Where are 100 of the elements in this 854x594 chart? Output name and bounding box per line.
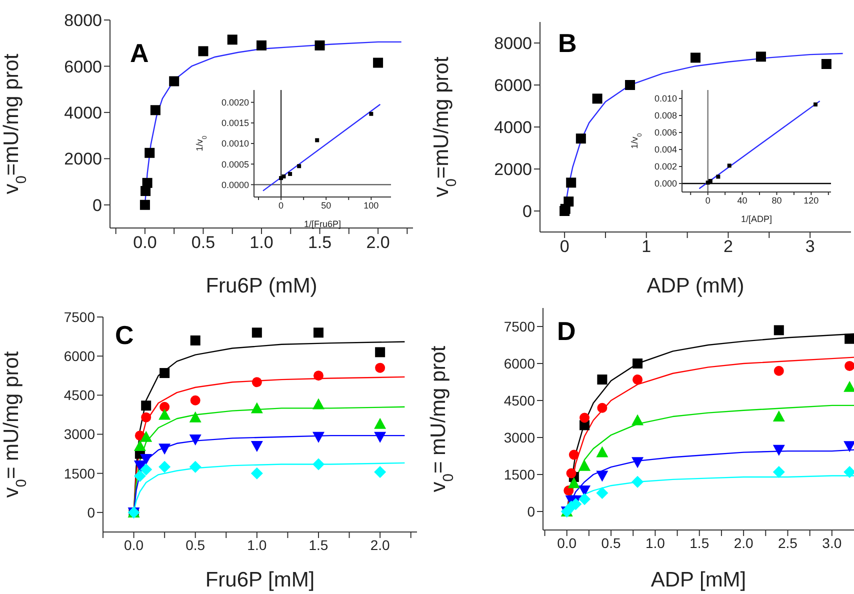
x-axis-title: 1/[ADP] [740, 214, 772, 224]
point [134, 460, 146, 472]
x-tick-label: 1.0 [645, 534, 666, 551]
x-tick-label: 1.5 [308, 536, 328, 553]
y-tick-label: 6000 [494, 76, 532, 96]
point [844, 360, 854, 371]
y-tick-label: 0.0010 [221, 138, 249, 149]
y-tick-label: 7500 [64, 308, 96, 325]
point [580, 412, 590, 423]
point [578, 460, 591, 471]
point [690, 52, 700, 63]
x-tick-label: 40 [737, 195, 748, 206]
x-axis-title: Fru6P [mM] [205, 568, 315, 592]
point [756, 52, 766, 62]
point [568, 450, 579, 460]
point [632, 358, 643, 368]
y-tick-label: 0.008 [654, 110, 677, 121]
point [373, 58, 384, 68]
point [297, 164, 302, 168]
x-tick-label: 1.5 [308, 233, 332, 252]
point [140, 463, 152, 476]
y-tick-label: 1500 [64, 465, 96, 482]
chart-title: C [115, 320, 134, 350]
point [774, 325, 784, 336]
point [597, 402, 608, 413]
point [140, 430, 152, 442]
point [375, 362, 386, 373]
y-tick-label: 4000 [494, 118, 532, 138]
y-tick-label: 8000 [64, 11, 102, 30]
y-tick-label: 0 [87, 504, 96, 520]
point [772, 466, 785, 478]
point [312, 398, 324, 410]
point [190, 335, 200, 346]
point [169, 76, 180, 86]
point [189, 411, 202, 422]
point [250, 441, 263, 452]
x-tick-label: 2.0 [734, 534, 754, 551]
point [578, 493, 591, 506]
y-tick-label: 0 [527, 503, 536, 520]
y-tick-label: 3000 [64, 426, 96, 442]
y-tick-label: 4500 [64, 387, 96, 404]
y-tick-label: 6000 [64, 57, 102, 76]
point [252, 328, 262, 338]
point [314, 40, 325, 50]
point [315, 138, 320, 142]
y-tick-label: 0.0015 [221, 118, 249, 128]
point [632, 414, 644, 426]
y-tick-label: 2000 [494, 160, 532, 180]
point [141, 400, 152, 411]
point [134, 470, 146, 482]
point [160, 402, 170, 412]
point [576, 134, 586, 144]
point [821, 59, 832, 69]
x-tick-label: 1.5 [690, 534, 710, 551]
point [160, 368, 170, 378]
y-tick-label: 0.0000 [221, 180, 249, 190]
x-tick-label: 120 [804, 195, 819, 206]
point [140, 454, 152, 466]
point [312, 458, 324, 470]
x-tick-label: 1.0 [250, 233, 274, 252]
x-tick-label: 0.5 [601, 534, 621, 551]
point [313, 328, 324, 338]
point [250, 402, 263, 414]
text: A [130, 38, 149, 68]
point [144, 148, 155, 158]
x-tick-label: 2.0 [366, 233, 390, 252]
point [282, 174, 286, 178]
y-tick-label: 0.0020 [221, 98, 249, 108]
point [774, 366, 784, 376]
point [158, 460, 171, 473]
point [596, 487, 608, 499]
y-tick-label: 1500 [504, 466, 536, 482]
x-tick-label: 50 [321, 200, 332, 210]
y-tick-label: 0.010 [654, 94, 677, 104]
x-tick-label: 3 [805, 237, 815, 256]
point [250, 467, 263, 480]
y-tick-label: 2000 [64, 150, 102, 169]
chart-title: B [558, 28, 577, 58]
point [256, 40, 266, 50]
y-tick-label: 4000 [64, 103, 102, 122]
y-tick-label: 0.006 [654, 128, 677, 138]
point [288, 172, 292, 176]
point [141, 412, 152, 422]
x-tick-label: 0 [278, 200, 284, 210]
point [198, 46, 208, 56]
point [564, 196, 574, 207]
x-tick-label: 0.5 [191, 233, 216, 252]
y-tick-label: 6000 [504, 355, 536, 372]
point [596, 446, 608, 458]
x-tick-label: 0 [705, 195, 710, 206]
point [140, 200, 150, 210]
y-tick-label: 3000 [504, 429, 536, 446]
x-axis-title: ADP [mM] [650, 568, 746, 592]
x-axis-title: Fru6P (mM) [206, 274, 318, 298]
point [158, 408, 171, 420]
x-tick-label: 0.0 [557, 534, 577, 551]
point [727, 164, 732, 168]
point [150, 105, 160, 116]
point [134, 440, 146, 451]
y-tick-label: 4500 [504, 392, 536, 408]
